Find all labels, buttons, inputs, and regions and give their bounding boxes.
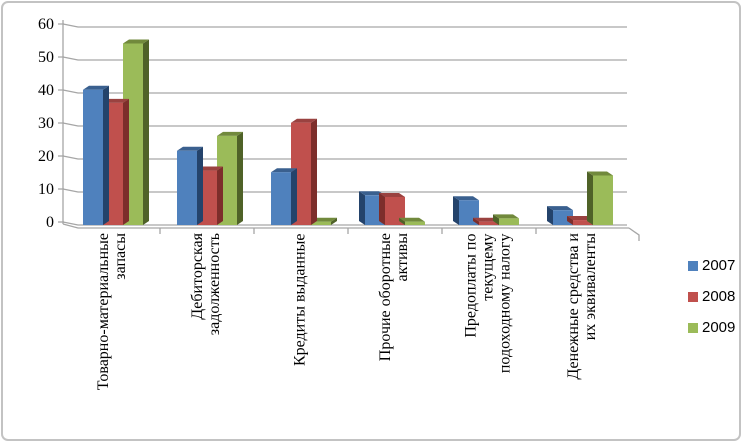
y-axis-tick-label: 60 [38, 16, 54, 33]
bar-side-2008 [473, 217, 479, 225]
legend-item-2009: 2009 [688, 319, 735, 336]
y-axis-tick-label: 30 [38, 115, 54, 132]
bar-top-2009 [217, 131, 243, 136]
x-axis-label-cash: Денежные средства и их эквиваленты [565, 233, 599, 380]
bar-2007 [83, 89, 103, 225]
bar-side-2009 [587, 171, 593, 225]
x-axis-line [62, 223, 629, 229]
x-axis-label-receivables: Дебиторская задолженность [189, 233, 223, 336]
bar-side-2008 [567, 216, 573, 225]
legend-swatch-2008-icon [688, 291, 698, 302]
x-axis-label-loans: Кредиты выданные [291, 233, 309, 367]
bar-2009 [499, 218, 519, 225]
bar-side-2007 [103, 85, 109, 225]
bar-2007 [177, 150, 197, 225]
bar-2008 [573, 220, 593, 225]
bar-side-2009 [331, 217, 337, 225]
bar-side-2008 [217, 166, 223, 225]
bar-side-2009 [237, 131, 243, 225]
bar-2009 [405, 221, 425, 225]
legend-item-2008: 2008 [688, 288, 735, 305]
gridline [62, 221, 627, 226]
bar-side-2007 [291, 168, 297, 225]
legend-label-2007: 2007 [702, 257, 736, 274]
x-axis-label-other-assets: Прочие оборотные активы [377, 233, 411, 362]
legend-label-2009: 2009 [702, 319, 736, 336]
bar-2009 [593, 175, 613, 225]
bar-side-2007 [453, 196, 459, 225]
bar-side-2008 [379, 192, 385, 225]
bar-top-2007 [271, 168, 297, 173]
bar-side-2008 [123, 98, 129, 225]
chart-plot-area: 0 10 20 30 40 50 60 [38, 16, 640, 241]
bar-top-2007 [359, 191, 385, 196]
bar-top-2008 [103, 98, 129, 103]
bar-top-2007 [177, 146, 203, 151]
y-axis-tick-label: 50 [38, 49, 54, 66]
bar-side-2007 [359, 191, 365, 225]
gridline [62, 122, 627, 127]
bar-top-2009 [587, 171, 613, 176]
bar-top-2009 [399, 217, 425, 222]
bar-top-2007 [547, 206, 573, 211]
y-axis-tick-label: 10 [38, 181, 54, 198]
bar-top-2009 [493, 214, 519, 219]
bar-2009 [311, 221, 331, 225]
bar-side-2009 [493, 214, 499, 225]
gridline [62, 23, 627, 28]
bar-top-2009 [311, 217, 337, 222]
x-axis-label-prepayments: Предоплаты по текущему подоходному налог… [462, 233, 514, 374]
gridline [62, 155, 627, 160]
bar-2007 [271, 172, 291, 225]
y-axis-tick-label: 20 [38, 148, 54, 165]
bar-top-2007 [83, 85, 109, 90]
y-axis-tick-label: 40 [38, 82, 54, 99]
x-axis-label-inventory: Товарно-материальные запасы [95, 233, 129, 391]
bar-side-2007 [197, 146, 203, 225]
gridline [62, 89, 627, 94]
legend-swatch-2009-icon [688, 322, 698, 333]
y-axis-tick-label: 0 [46, 214, 54, 231]
bar-top-2008 [473, 217, 499, 222]
bar-side-2009 [143, 39, 149, 225]
bar-2008 [479, 221, 499, 225]
floor-right-edge [628, 227, 640, 241]
bar-top-2008 [379, 192, 405, 197]
gridline [62, 188, 627, 193]
bar-side-2009 [399, 217, 405, 225]
bar-top-2008 [567, 216, 593, 221]
bar-top-2009 [123, 39, 149, 44]
bar-side-2008 [311, 118, 317, 225]
legend-label-2008: 2008 [702, 288, 736, 305]
legend-swatch-2007-icon [688, 260, 698, 271]
bar-top-2008 [197, 166, 223, 171]
gridline [62, 56, 627, 61]
bar-side-2007 [547, 206, 553, 225]
bar-top-2008 [291, 118, 317, 123]
legend-item-2007: 2007 [688, 257, 735, 274]
bar-top-2007 [453, 196, 479, 201]
